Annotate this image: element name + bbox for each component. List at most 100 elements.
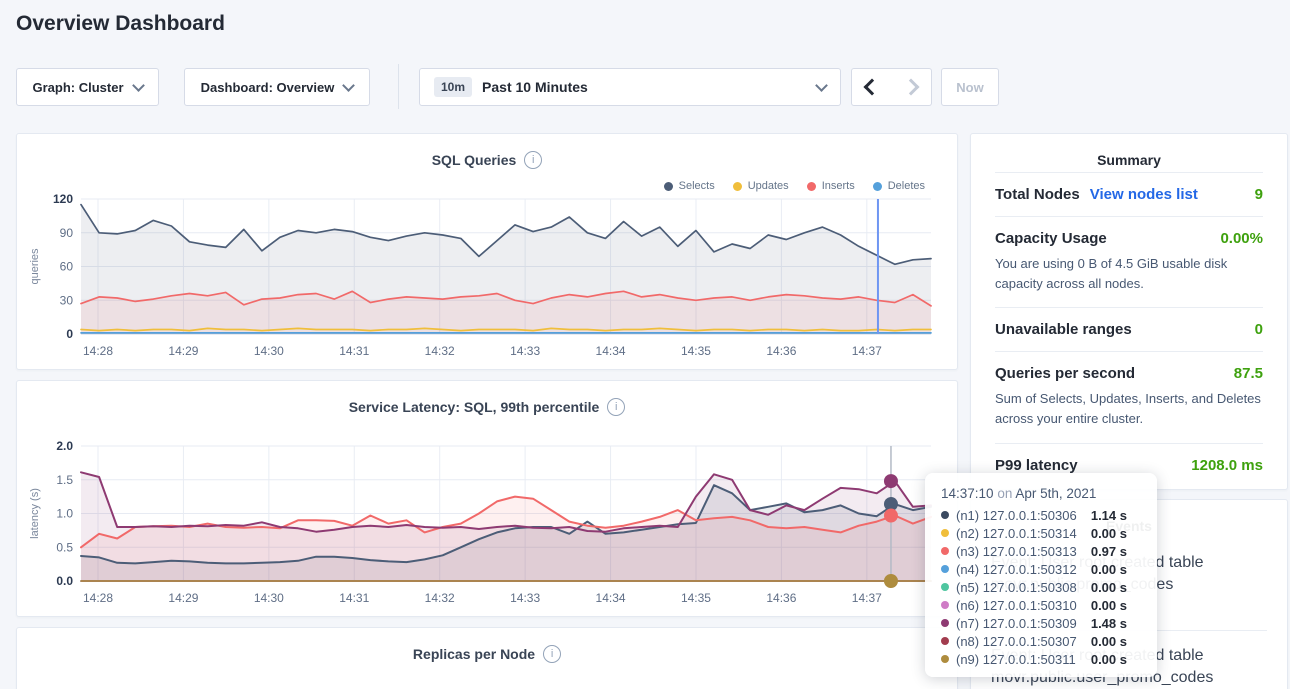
svg-text:90: 90 bbox=[60, 226, 74, 240]
dashboard-label: Dashboard: Overview bbox=[201, 80, 335, 95]
svg-text:14:28: 14:28 bbox=[83, 344, 113, 358]
tooltip-row: (n1) 127.0.0.1:50306 1.14 s bbox=[941, 506, 1143, 524]
info-icon[interactable]: i bbox=[524, 151, 542, 169]
svg-text:1.5: 1.5 bbox=[56, 473, 73, 487]
svg-text:14:37: 14:37 bbox=[852, 591, 882, 605]
tooltip-row: (n6) 127.0.0.1:50310 0.00 s bbox=[941, 596, 1143, 614]
tooltip-row: (n9) 127.0.0.1:503110.00 s bbox=[941, 650, 1143, 668]
dashboard-dropdown[interactable]: Dashboard: Overview bbox=[184, 68, 370, 106]
time-range-label: Past 10 Minutes bbox=[482, 79, 588, 95]
tooltip-latency-value: 0.00 s bbox=[1091, 526, 1143, 541]
tooltip-row: (n4) 127.0.0.1:50312 0.00 s bbox=[941, 560, 1143, 578]
sql-queries-chart[interactable]: 14:2814:2914:3014:3114:3214:3314:3414:35… bbox=[25, 187, 955, 362]
series-dot-icon bbox=[941, 529, 949, 537]
info-icon[interactable]: i bbox=[607, 398, 625, 416]
summary-row-capacity: Capacity Usage 0.00% You are using 0 B o… bbox=[995, 216, 1263, 307]
time-prev-button[interactable] bbox=[851, 68, 892, 106]
tooltip-node-address: (n6) 127.0.0.1:50310 bbox=[956, 598, 1077, 613]
svg-text:1.0: 1.0 bbox=[56, 507, 73, 521]
tooltip-row: (n5) 127.0.0.1:503080.00 s bbox=[941, 578, 1143, 596]
view-nodes-list-link[interactable]: View nodes list bbox=[1090, 186, 1198, 203]
sql-queries-title: SQL Queries bbox=[432, 152, 517, 168]
svg-text:0: 0 bbox=[66, 327, 73, 341]
svg-text:latency (s): latency (s) bbox=[29, 488, 41, 539]
capacity-usage-desc: You are using 0 B of 4.5 GiB usable disk… bbox=[995, 254, 1263, 294]
tooltip-node-address: (n1) 127.0.0.1:50306 bbox=[956, 508, 1077, 523]
tooltip-latency-value: 0.97 s bbox=[1091, 544, 1143, 559]
summary-panel: Summary Total Nodes View nodes list 9 Ca… bbox=[970, 133, 1288, 490]
svg-text:14:35: 14:35 bbox=[681, 591, 711, 605]
chevron-right-icon bbox=[903, 79, 920, 96]
controls-divider bbox=[398, 64, 399, 109]
chevron-down-icon bbox=[342, 79, 355, 92]
sql-queries-panel: SQL Queries i SelectsUpdatesInsertsDelet… bbox=[16, 133, 958, 370]
qps-label: Queries per second bbox=[995, 365, 1135, 382]
tooltip-node-address: (n2) 127.0.0.1:50314 bbox=[956, 526, 1077, 541]
svg-text:0.0: 0.0 bbox=[56, 574, 73, 588]
tooltip-node-address: (n3) 127.0.0.1:50313 bbox=[956, 544, 1077, 559]
service-latency-chart[interactable]: 14:2814:2914:3014:3114:3214:3314:3414:35… bbox=[25, 434, 955, 609]
info-icon[interactable]: i bbox=[543, 645, 561, 663]
series-dot-icon bbox=[941, 583, 949, 591]
replicas-per-node-panel: Replicas per Node i bbox=[16, 627, 958, 689]
svg-text:14:35: 14:35 bbox=[681, 344, 711, 358]
series-dot-icon bbox=[941, 655, 949, 663]
svg-text:14:30: 14:30 bbox=[254, 591, 284, 605]
series-dot-icon bbox=[941, 565, 949, 573]
tooltip-latency-value: 1.48 s bbox=[1091, 616, 1143, 631]
svg-text:14:34: 14:34 bbox=[596, 591, 626, 605]
tooltip-row: (n2) 127.0.0.1:50314 0.00 s bbox=[941, 524, 1143, 542]
chevron-left-icon bbox=[863, 79, 880, 96]
svg-text:14:34: 14:34 bbox=[596, 344, 626, 358]
summary-title: Summary bbox=[995, 152, 1263, 168]
p99-latency-label: P99 latency bbox=[995, 457, 1078, 474]
series-dot-icon bbox=[941, 547, 949, 555]
svg-text:14:29: 14:29 bbox=[168, 591, 198, 605]
capacity-usage-value: 0.00% bbox=[1220, 230, 1263, 247]
tooltip-timestamp: 14:37:10 on Apr 5th, 2021 bbox=[941, 486, 1143, 501]
svg-text:14:33: 14:33 bbox=[510, 591, 540, 605]
qps-desc: Sum of Selects, Updates, Inserts, and De… bbox=[995, 389, 1263, 429]
total-nodes-value: 9 bbox=[1255, 186, 1263, 203]
chart-hover-tooltip: 14:37:10 on Apr 5th, 2021 (n1) 127.0.0.1… bbox=[925, 473, 1157, 677]
time-now-button[interactable]: Now bbox=[941, 68, 999, 106]
svg-text:30: 30 bbox=[60, 293, 74, 307]
tooltip-node-address: (n8) 127.0.0.1:50307 bbox=[956, 634, 1077, 649]
qps-value: 87.5 bbox=[1234, 365, 1263, 382]
tooltip-latency-value: 0.00 s bbox=[1091, 580, 1143, 595]
tooltip-latency-value: 0.00 s bbox=[1091, 562, 1143, 577]
svg-text:14:33: 14:33 bbox=[510, 344, 540, 358]
series-dot-icon bbox=[941, 511, 949, 519]
svg-text:0.5: 0.5 bbox=[56, 540, 73, 554]
tooltip-node-address: (n9) 127.0.0.1:50311 bbox=[956, 652, 1076, 667]
time-range-dropdown[interactable]: 10m Past 10 Minutes bbox=[419, 68, 841, 106]
svg-text:14:36: 14:36 bbox=[766, 591, 796, 605]
svg-text:14:29: 14:29 bbox=[168, 344, 198, 358]
svg-text:14:36: 14:36 bbox=[766, 344, 796, 358]
tooltip-latency-value: 0.00 s bbox=[1091, 598, 1143, 613]
svg-text:14:28: 14:28 bbox=[83, 591, 113, 605]
time-range-badge: 10m bbox=[434, 77, 472, 97]
svg-text:queries: queries bbox=[29, 248, 41, 285]
summary-row-qps: Queries per second 87.5 Sum of Selects, … bbox=[995, 351, 1263, 442]
unavailable-ranges-label: Unavailable ranges bbox=[995, 321, 1132, 338]
service-latency-panel: Service Latency: SQL, 99th percentile i … bbox=[16, 380, 958, 617]
series-dot-icon bbox=[941, 619, 949, 627]
capacity-usage-label: Capacity Usage bbox=[995, 230, 1107, 247]
chevron-down-icon bbox=[815, 79, 828, 92]
p99-latency-value: 1208.0 ms bbox=[1191, 457, 1263, 474]
series-dot-icon bbox=[941, 637, 949, 645]
svg-text:14:30: 14:30 bbox=[254, 344, 284, 358]
tooltip-row: (n3) 127.0.0.1:50313 0.97 s bbox=[941, 542, 1143, 560]
overview-dashboard-page: Overview Dashboard Graph: Cluster Dashbo… bbox=[0, 0, 1290, 689]
svg-text:2.0: 2.0 bbox=[56, 439, 73, 453]
svg-text:14:31: 14:31 bbox=[339, 344, 369, 358]
service-latency-title: Service Latency: SQL, 99th percentile bbox=[349, 399, 600, 415]
tooltip-node-address: (n4) 127.0.0.1:50312 bbox=[956, 562, 1077, 577]
tooltip-latency-value: 1.14 s bbox=[1091, 508, 1143, 523]
graph-scope-label: Graph: Cluster bbox=[32, 80, 123, 95]
graph-scope-dropdown[interactable]: Graph: Cluster bbox=[16, 68, 159, 106]
time-next-button[interactable] bbox=[891, 68, 932, 106]
summary-row-total-nodes: Total Nodes View nodes list 9 bbox=[995, 172, 1263, 216]
tooltip-row: (n7) 127.0.0.1:503091.48 s bbox=[941, 614, 1143, 632]
